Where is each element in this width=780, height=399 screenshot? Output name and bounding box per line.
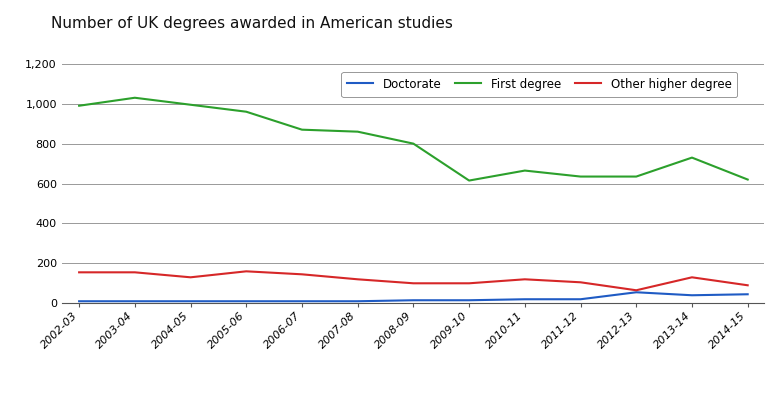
Doctorate	[409, 298, 418, 303]
Line: Doctorate: Doctorate	[79, 292, 748, 301]
Text: Number of UK degrees awarded in American studies: Number of UK degrees awarded in American…	[51, 16, 452, 31]
First degree	[464, 178, 473, 183]
First degree	[409, 141, 418, 146]
Doctorate	[576, 297, 585, 302]
First degree	[297, 127, 307, 132]
Other higher degree	[632, 288, 641, 293]
Line: First degree: First degree	[79, 98, 748, 180]
Other higher degree	[687, 275, 697, 280]
Doctorate	[353, 299, 363, 304]
Other higher degree	[242, 269, 251, 274]
Doctorate	[632, 290, 641, 294]
Other higher degree	[353, 277, 363, 282]
Other higher degree	[409, 281, 418, 286]
First degree	[186, 103, 195, 107]
Doctorate	[186, 299, 195, 304]
Legend: Doctorate, First degree, Other higher degree: Doctorate, First degree, Other higher de…	[341, 72, 737, 97]
Other higher degree	[74, 270, 83, 275]
Doctorate	[130, 299, 140, 304]
Other higher degree	[130, 270, 140, 275]
Doctorate	[242, 299, 251, 304]
Doctorate	[464, 298, 473, 303]
Other higher degree	[297, 272, 307, 277]
Other higher degree	[743, 283, 753, 288]
Line: Other higher degree: Other higher degree	[79, 271, 748, 290]
First degree	[130, 95, 140, 100]
First degree	[576, 174, 585, 179]
First degree	[353, 129, 363, 134]
First degree	[632, 174, 641, 179]
Other higher degree	[520, 277, 530, 282]
Doctorate	[687, 293, 697, 298]
Doctorate	[74, 299, 83, 304]
Doctorate	[297, 299, 307, 304]
First degree	[242, 109, 251, 114]
Doctorate	[743, 292, 753, 297]
Doctorate	[520, 297, 530, 302]
Other higher degree	[576, 280, 585, 285]
First degree	[743, 177, 753, 182]
Other higher degree	[464, 281, 473, 286]
First degree	[687, 155, 697, 160]
First degree	[520, 168, 530, 173]
First degree	[74, 103, 83, 108]
Other higher degree	[186, 275, 195, 280]
